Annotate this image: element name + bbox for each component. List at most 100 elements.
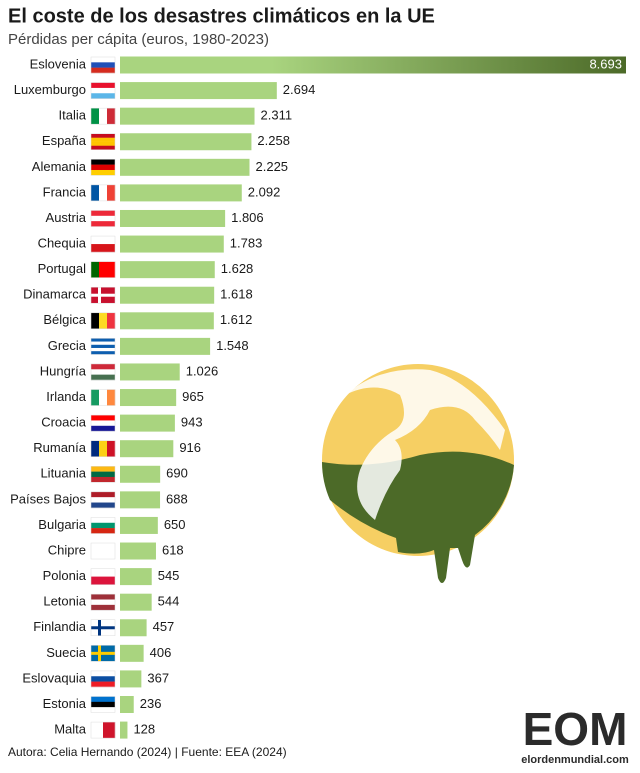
category-label: Finlandia xyxy=(33,619,87,634)
flag xyxy=(90,491,116,509)
bar xyxy=(120,721,128,739)
bar xyxy=(120,619,147,637)
flag-border xyxy=(90,593,116,611)
flag-part xyxy=(91,502,115,509)
flag-part xyxy=(91,497,115,503)
flag-border xyxy=(90,645,116,662)
flag-border xyxy=(90,261,116,278)
category-label: Italia xyxy=(59,108,87,123)
value-label: 1.618 xyxy=(220,287,253,302)
value-label: 1.628 xyxy=(221,261,254,276)
value-label: 1.548 xyxy=(216,338,249,353)
flag-border xyxy=(90,312,116,330)
flag xyxy=(90,517,116,534)
flag-part xyxy=(91,363,115,370)
flag-part xyxy=(91,338,115,342)
flag xyxy=(90,542,116,560)
flag-part xyxy=(91,471,115,478)
flag-part xyxy=(91,369,115,375)
flag-part xyxy=(91,82,115,89)
flag-border xyxy=(90,440,116,457)
flag xyxy=(90,619,116,637)
flag-part xyxy=(99,184,108,201)
flag-part xyxy=(91,347,115,352)
flag-part xyxy=(91,87,115,94)
flag-part xyxy=(107,108,116,125)
flag-border xyxy=(90,210,116,227)
flag-part xyxy=(91,169,115,176)
flag-part xyxy=(107,312,116,329)
flag xyxy=(90,363,116,381)
flag xyxy=(90,696,116,713)
flag xyxy=(90,159,116,176)
flag-part xyxy=(99,440,108,457)
flag xyxy=(90,440,116,457)
flag-part xyxy=(91,476,115,483)
flag-border xyxy=(90,338,116,355)
flag-part xyxy=(91,491,115,498)
flag-part xyxy=(99,389,108,406)
category-label: Portugal xyxy=(38,261,87,276)
flag-part xyxy=(91,108,100,125)
bar xyxy=(120,440,174,458)
value-label: 690 xyxy=(166,466,188,481)
flag-border xyxy=(90,466,116,483)
flag-part xyxy=(91,707,115,713)
flag-border xyxy=(90,235,116,253)
flag xyxy=(90,235,116,253)
flag-part xyxy=(91,221,115,227)
flag-part xyxy=(91,522,115,529)
flag-part xyxy=(107,184,116,201)
flag-part xyxy=(91,57,115,63)
value-label: 1.806 xyxy=(231,210,264,225)
category-label: Hungría xyxy=(40,363,87,378)
category-label: Estonia xyxy=(43,696,87,711)
flag-part xyxy=(91,236,115,245)
flag-part xyxy=(91,576,115,585)
flag-border xyxy=(90,159,116,176)
value-label: 650 xyxy=(164,517,186,532)
bar xyxy=(120,568,152,586)
category-label: Grecia xyxy=(48,338,87,353)
value-label: 2.258 xyxy=(257,133,290,148)
flag-part xyxy=(91,312,100,329)
flag xyxy=(90,184,116,202)
value-label: 406 xyxy=(150,645,172,660)
value-label: 2.092 xyxy=(248,184,281,199)
value-label: 1.783 xyxy=(230,235,263,250)
category-label: Polonia xyxy=(43,568,87,583)
category-label: Eslovenia xyxy=(30,56,87,71)
flag-part xyxy=(91,517,115,523)
flag-border xyxy=(90,363,116,381)
flag xyxy=(90,286,116,304)
bar xyxy=(120,491,161,509)
flag xyxy=(90,670,116,688)
flag-border xyxy=(90,721,116,739)
flag-part xyxy=(91,670,115,677)
flag-border xyxy=(90,82,116,99)
flag-part xyxy=(91,676,115,682)
category-label: Irlanda xyxy=(46,389,87,404)
flag-part xyxy=(91,244,115,253)
flag-part xyxy=(91,341,115,345)
value-label: 2.311 xyxy=(261,108,293,123)
bar xyxy=(120,82,277,100)
flag-part xyxy=(91,425,115,432)
flag-border xyxy=(90,568,116,585)
globe xyxy=(322,364,514,583)
flag xyxy=(90,389,116,406)
logo-mark: EOM xyxy=(523,703,628,755)
bar xyxy=(120,389,177,407)
flag-part xyxy=(91,137,115,142)
value-label: 2.225 xyxy=(256,159,289,174)
bar xyxy=(120,184,242,202)
flag-part xyxy=(91,420,115,426)
flag-part xyxy=(91,440,100,457)
bar xyxy=(120,286,215,304)
bar xyxy=(120,235,224,253)
flag-part xyxy=(91,528,115,534)
flag-part xyxy=(91,93,115,99)
value-label: 1.612 xyxy=(220,312,253,327)
